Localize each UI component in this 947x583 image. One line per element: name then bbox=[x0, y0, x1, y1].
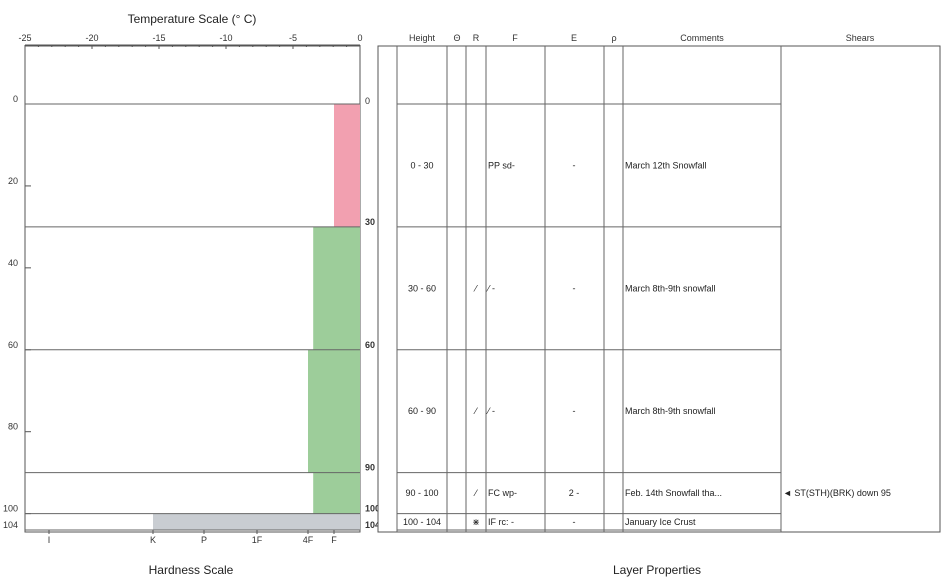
height-tick-label: 40 bbox=[8, 258, 18, 268]
layer-bars bbox=[153, 104, 360, 530]
hardness-axis: I K P 1F 4F F bbox=[48, 530, 337, 545]
column-header: R bbox=[473, 33, 480, 43]
boundary-height-label: 60 bbox=[365, 340, 375, 350]
temperature-tick-label: -5 bbox=[289, 33, 297, 43]
temperature-tick-label: -20 bbox=[85, 33, 98, 43]
cell-r: ⁄ bbox=[473, 488, 478, 498]
table-frame bbox=[377, 45, 941, 533]
height-tick-label: 80 bbox=[8, 422, 18, 432]
layer-properties-title: Layer Properties bbox=[613, 563, 701, 577]
profile-panel bbox=[24, 45, 361, 533]
layer-bar-2 bbox=[308, 349, 360, 473]
height-tick-label: 60 bbox=[8, 340, 18, 350]
cell-e: - bbox=[573, 160, 576, 170]
cell-shear: ◄ ST(STH)(BRK) down 95 bbox=[783, 488, 891, 498]
cell-comment: March 8th-9th snowfall bbox=[625, 283, 716, 293]
hardness-tick-label: 4F bbox=[303, 535, 314, 545]
temperature-axis: -25 -20 -15 -10 -5 0 bbox=[18, 33, 363, 49]
cell-height: 100 - 104 bbox=[403, 517, 441, 527]
cell-f: FC wp- bbox=[488, 488, 517, 498]
temperature-tick-label: -15 bbox=[152, 33, 165, 43]
cell-r: ⁄ bbox=[473, 406, 478, 416]
table-row: 90 - 100 ⁄ FC wp- 2 - Feb. 14th Snowfall tha… bbox=[405, 488, 890, 498]
height-tick-label: 100 bbox=[3, 504, 18, 514]
cell-comment: March 8th-9th snowfall bbox=[625, 406, 716, 416]
height-tick-label: 104 bbox=[3, 520, 18, 530]
cell-f: IF rc: - bbox=[488, 517, 514, 527]
layer-bar-4 bbox=[153, 513, 360, 530]
column-header: Height bbox=[409, 33, 436, 43]
hardness-tick-label: P bbox=[201, 535, 207, 545]
column-header: Shears bbox=[846, 33, 875, 43]
cell-height: 30 - 60 bbox=[408, 283, 436, 293]
boundary-height-label: 90 bbox=[365, 463, 375, 473]
hardness-tick-label: 1F bbox=[252, 535, 263, 545]
cell-height: 90 - 100 bbox=[405, 488, 438, 498]
boundary-height-label: 0 bbox=[365, 96, 370, 106]
boundary-height-label: 100 bbox=[365, 504, 380, 514]
temperature-tick-label: -25 bbox=[18, 33, 31, 43]
hardness-tick-label: K bbox=[150, 535, 156, 545]
table-row: 30 - 60 ⁄ ⁄ - - March 8th-9th snowfall bbox=[408, 283, 716, 293]
column-header: F bbox=[512, 33, 518, 43]
hardness-axis-title: Hardness Scale bbox=[149, 563, 234, 577]
cell-height: 60 - 90 bbox=[408, 406, 436, 416]
cell-e: - bbox=[573, 406, 576, 416]
cell-e: 2 - bbox=[569, 488, 580, 498]
height-tick-label: 0 bbox=[13, 94, 18, 104]
cell-f: PP sd- bbox=[488, 160, 515, 170]
column-header: Comments bbox=[680, 33, 724, 43]
layer-boundaries: 0 30 60 90 100 104 bbox=[25, 96, 380, 531]
cell-comment: March 12th Snowfall bbox=[625, 160, 707, 170]
cell-r: ⋇ bbox=[472, 517, 480, 527]
temperature-axis-title: Temperature Scale (° C) bbox=[128, 12, 257, 26]
column-header: E bbox=[571, 33, 577, 43]
table-row: 0 - 30 PP sd- - March 12th Snowfall bbox=[410, 160, 706, 170]
layer-bar-3 bbox=[313, 472, 360, 514]
table-row: 100 - 104 ⋇ IF rc: - - January Ice Crust bbox=[403, 517, 696, 527]
boundary-height-label: 104 bbox=[365, 520, 380, 530]
height-tick-label: 20 bbox=[8, 176, 18, 186]
cell-f: ⁄ - bbox=[486, 283, 495, 293]
cell-height: 0 - 30 bbox=[410, 160, 433, 170]
cell-comment: January Ice Crust bbox=[625, 517, 696, 527]
temperature-tick-label: 0 bbox=[357, 33, 362, 43]
column-header: Θ bbox=[453, 33, 460, 43]
layer-bar-0 bbox=[334, 104, 360, 227]
table-row: 60 - 90 ⁄ ⁄ - - March 8th-9th snowfall bbox=[408, 406, 716, 416]
cell-e: - bbox=[573, 517, 576, 527]
column-header: ρ bbox=[611, 33, 616, 43]
cell-e: - bbox=[573, 283, 576, 293]
boundary-height-label: 30 bbox=[365, 217, 375, 227]
layer-bar-1 bbox=[313, 226, 360, 350]
cell-comment: Feb. 14th Snowfall tha... bbox=[625, 488, 722, 498]
cell-r: ⁄ bbox=[473, 283, 478, 293]
hardness-tick-label: I bbox=[48, 535, 51, 545]
temperature-tick-label: -10 bbox=[219, 33, 232, 43]
hardness-tick-label: F bbox=[331, 535, 337, 545]
cell-f: ⁄ - bbox=[486, 406, 495, 416]
